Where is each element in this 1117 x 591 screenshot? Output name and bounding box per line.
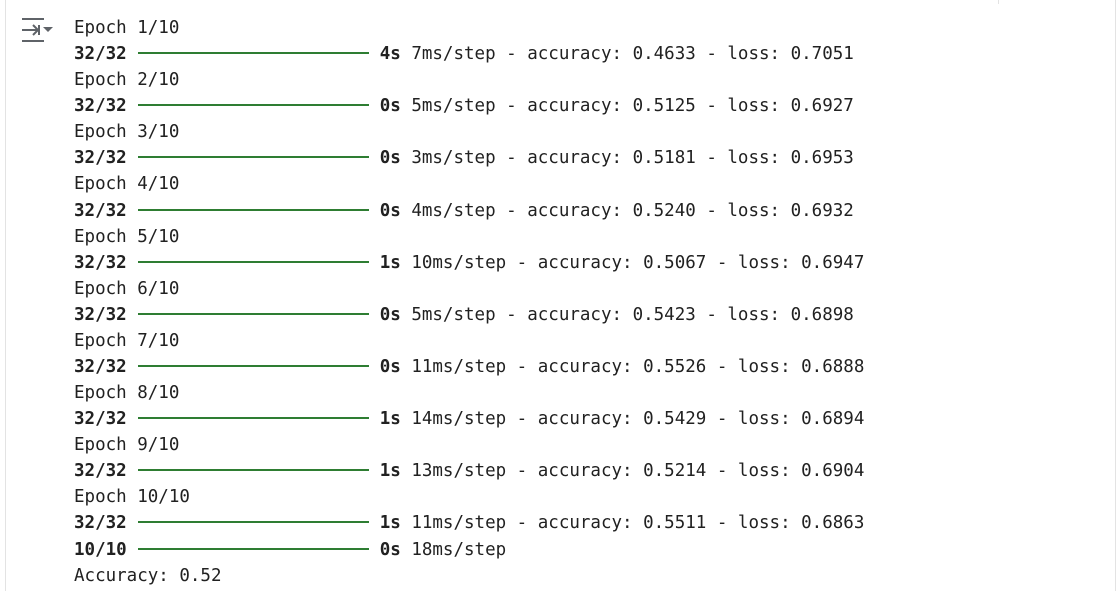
progress-bar [137,52,369,55]
epoch-header: Epoch 2/10 [74,67,864,93]
step-count: 32/32 [74,513,127,534]
step-metrics: 3ms/step - accuracy: 0.5181 - loss: 0.69… [411,148,854,169]
step-metrics: 5ms/step - accuracy: 0.5423 - loss: 0.68… [411,304,854,325]
step-metrics: 10ms/step - accuracy: 0.5067 - loss: 0.6… [411,252,865,273]
epoch-header: Epoch 5/10 [74,224,864,250]
elapsed-time: 1s [379,409,401,430]
progress-bar [137,260,369,263]
output-cell [5,0,1116,591]
step-count: 32/32 [74,148,127,169]
epoch-label: Epoch 6/10 [74,278,180,299]
epoch-label: Epoch 2/10 [74,70,180,91]
progress-bar [137,547,369,550]
progress-bar [137,365,369,368]
step-count: 32/32 [74,252,127,273]
elapsed-time: 0s [379,539,401,560]
epoch-label: Epoch 10/10 [74,487,190,508]
epoch-header: Epoch 3/10 [74,119,864,145]
elapsed-time: 0s [379,304,401,325]
step-metrics: 4ms/step - accuracy: 0.5240 - loss: 0.69… [411,200,854,221]
step-metrics: 14ms/step - accuracy: 0.5429 - loss: 0.6… [411,409,865,430]
elapsed-time: 4s [379,44,401,65]
epoch-label: Epoch 4/10 [74,174,180,195]
elapsed-time: 1s [379,513,401,534]
epoch-label: Epoch 1/10 [74,18,180,38]
step-metrics: 18ms/step [411,539,507,560]
step-metrics: 7ms/step - accuracy: 0.4633 - loss: 0.70… [411,44,854,65]
elapsed-time: 0s [379,148,401,169]
epoch-label: Epoch 8/10 [74,383,180,404]
progress-line: 32/32 0s 11ms/step - accuracy: 0.5526 - l… [74,354,864,380]
progress-line: 32/32 0s 3ms/step - accuracy: 0.5181 - lo… [74,145,864,171]
progress-bar [137,312,369,315]
elapsed-time: 0s [379,357,401,378]
epoch-header: Epoch 6/10 [74,276,864,302]
progress-line: 32/32 1s 14ms/step - accuracy: 0.5429 - l… [74,406,864,432]
training-log-output: Epoch 1/10 32/32 4s 7ms/step - accuracy: 0… [74,15,864,589]
collapse-output-icon[interactable] [20,16,54,44]
step-count: 32/32 [74,44,127,65]
step-metrics: 11ms/step - accuracy: 0.5526 - loss: 0.6… [411,357,865,378]
step-metrics: 5ms/step - accuracy: 0.5125 - loss: 0.69… [411,96,854,117]
cell-divider [998,0,999,4]
progress-bar [137,417,369,420]
progress-line: 32/32 0s 4ms/step - accuracy: 0.5240 - lo… [74,198,864,224]
progress-bar [137,104,369,107]
progress-line: 32/32 1s 13ms/step - accuracy: 0.5214 - l… [74,458,864,484]
step-count: 32/32 [74,200,127,221]
elapsed-time: 0s [379,96,401,117]
step-count: 32/32 [74,409,127,430]
step-metrics: 11ms/step - accuracy: 0.5511 - loss: 0.6… [411,513,865,534]
epoch-label: Epoch 3/10 [74,122,180,143]
epoch-label: Epoch 7/10 [74,330,180,351]
step-count: 32/32 [74,357,127,378]
epoch-header: Epoch 7/10 [74,328,864,354]
result-text: Accuracy: 0.52 [74,565,222,586]
epoch-header: Epoch 1/10 [74,15,864,41]
progress-bar [137,156,369,159]
progress-line: 32/32 1s 10ms/step - accuracy: 0.5067 - l… [74,250,864,276]
progress-line: 32/32 4s 7ms/step - accuracy: 0.4633 - lo… [74,41,864,67]
result-line: Accuracy: 0.52 [74,563,864,589]
progress-line: 32/32 0s 5ms/step - accuracy: 0.5423 - lo… [74,302,864,328]
progress-bar [137,521,369,524]
epoch-header: Epoch 9/10 [74,432,864,458]
progress-line: 32/32 1s 11ms/step - accuracy: 0.5511 - l… [74,510,864,536]
elapsed-time: 1s [379,252,401,273]
epoch-header: Epoch 4/10 [74,171,864,197]
progress-line: 32/32 0s 5ms/step - accuracy: 0.5125 - lo… [74,93,864,119]
step-count: 32/32 [74,304,127,325]
elapsed-time: 1s [379,461,401,482]
epoch-label: Epoch 9/10 [74,435,180,456]
step-count: 32/32 [74,96,127,117]
step-count: 32/32 [74,461,127,482]
epoch-label: Epoch 5/10 [74,226,180,247]
elapsed-time: 0s [379,200,401,221]
step-count: 10/10 [74,539,127,560]
progress-bar [137,208,369,211]
step-metrics: 13ms/step - accuracy: 0.5214 - loss: 0.6… [411,461,865,482]
progress-line: 10/10 0s 18ms/step [74,537,864,563]
progress-bar [137,469,369,472]
epoch-header: Epoch 10/10 [74,484,864,510]
epoch-header: Epoch 8/10 [74,380,864,406]
